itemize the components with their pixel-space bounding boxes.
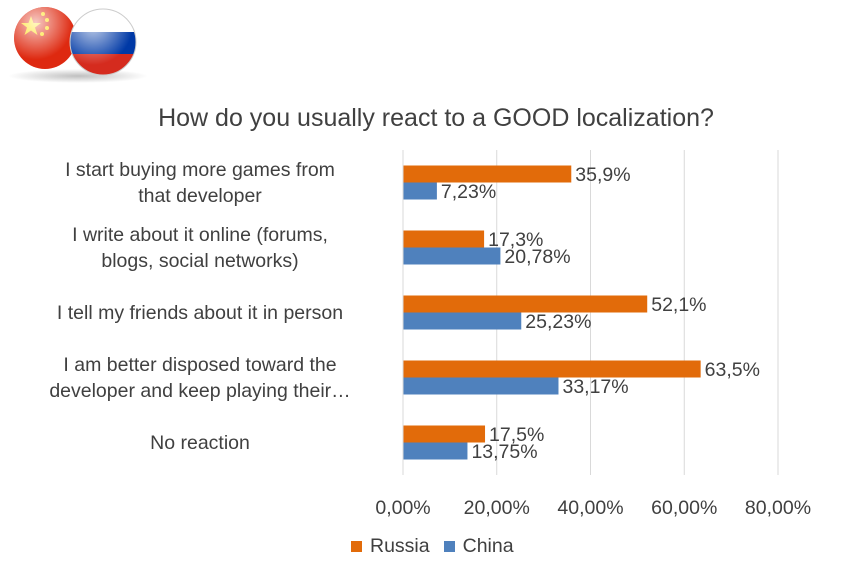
category-label: I start buying more games from that devel…: [65, 158, 335, 207]
bar-china: [403, 247, 501, 265]
bar-russia: [403, 230, 485, 248]
x-tick-label: 20,00%: [464, 497, 530, 519]
legend-item: Russia: [351, 535, 430, 558]
data-label: 17,3%: [488, 229, 543, 251]
bar-china: [403, 312, 522, 330]
data-label: 35,9%: [575, 164, 630, 186]
data-label: 13,75%: [471, 441, 537, 463]
legend-label: Russia: [370, 534, 430, 557]
bar-china: [403, 442, 468, 460]
legend-swatch: [443, 540, 455, 552]
data-label: 33,17%: [562, 376, 628, 398]
russia-flag-icon: [70, 9, 136, 75]
data-label: 52,1%: [651, 294, 706, 316]
data-label: 7,23%: [441, 181, 496, 203]
x-tick-label: 40,00%: [557, 497, 623, 519]
bar-russia: [403, 425, 486, 443]
bar-russia: [403, 165, 572, 183]
data-label: 17,5%: [489, 424, 544, 446]
x-tick-label: 80,00%: [745, 497, 811, 519]
legend-item: China: [443, 534, 514, 558]
category-label: I write about it online (forums, blogs, s…: [72, 223, 328, 272]
data-label: 20,78%: [504, 246, 570, 268]
category-label: I tell my friends about it in person: [56, 301, 344, 324]
category-label: No reaction: [150, 431, 250, 454]
china-flag-icon: [14, 7, 76, 69]
china-russia-flag-badges: [8, 7, 148, 83]
data-label: 25,23%: [525, 311, 591, 333]
legend-swatch: [351, 540, 362, 552]
x-tick-label: 0,00%: [375, 497, 430, 519]
bar-russia: [403, 360, 701, 378]
bar-russia: [403, 295, 648, 313]
legend-label: China: [462, 534, 514, 557]
x-tick-label: 60,00%: [651, 497, 717, 519]
bar-china: [403, 182, 437, 200]
chart-legend: Russia China: [351, 533, 528, 559]
chart-title: How do you usually react to a GOOD local…: [158, 104, 714, 132]
bar-china: [403, 377, 559, 395]
data-label: 63,5%: [705, 359, 760, 381]
category-label: I am better disposed toward the developer…: [49, 353, 351, 402]
